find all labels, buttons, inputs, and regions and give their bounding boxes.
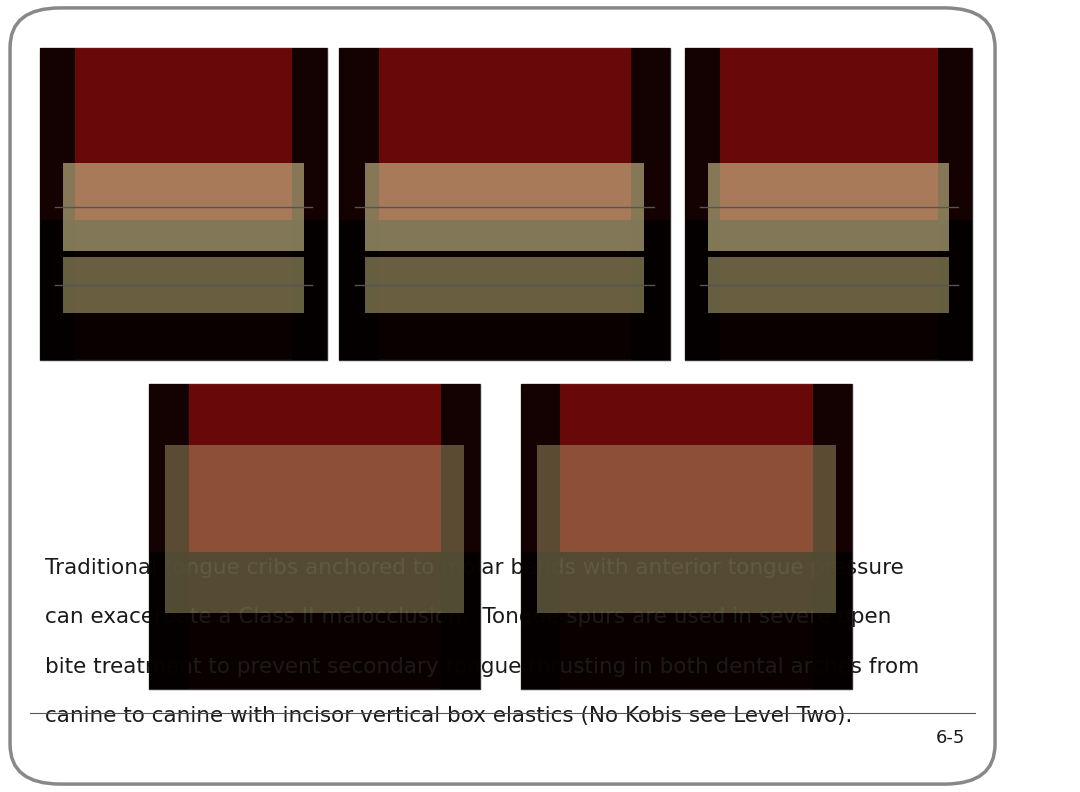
- Bar: [631, 48, 671, 360]
- Bar: [686, 48, 972, 219]
- Bar: [441, 384, 481, 689]
- Bar: [937, 48, 972, 360]
- Bar: [365, 163, 644, 251]
- Bar: [686, 48, 972, 360]
- Bar: [40, 48, 326, 360]
- Bar: [40, 48, 326, 219]
- Bar: [149, 384, 481, 689]
- Text: can exacerbate a Class II malocclusion.  Tongue spurs are used in severe open: can exacerbate a Class II malocclusion. …: [45, 607, 892, 627]
- Bar: [339, 48, 671, 360]
- Bar: [339, 48, 378, 360]
- Bar: [293, 48, 326, 360]
- Bar: [40, 48, 75, 360]
- Text: Traditional tongue cribs anchored to molar bands with anterior tongue pressure: Traditional tongue cribs anchored to mol…: [45, 558, 904, 578]
- FancyBboxPatch shape: [10, 8, 995, 784]
- Bar: [812, 384, 852, 689]
- Bar: [165, 445, 463, 613]
- Text: bite treatment to prevent secondary tongue thrusting in both dental arches from: bite treatment to prevent secondary tong…: [45, 657, 919, 676]
- Bar: [521, 384, 852, 552]
- Bar: [365, 257, 644, 314]
- Bar: [149, 384, 481, 552]
- Bar: [686, 48, 720, 360]
- Bar: [521, 384, 561, 689]
- Bar: [521, 384, 852, 689]
- Bar: [63, 257, 303, 314]
- Text: canine to canine with incisor vertical box elastics (No Kobis see Level Two).: canine to canine with incisor vertical b…: [45, 706, 852, 725]
- Bar: [339, 48, 671, 219]
- Bar: [537, 445, 836, 613]
- Text: 6-5: 6-5: [935, 729, 964, 747]
- Bar: [708, 163, 949, 251]
- Bar: [708, 257, 949, 314]
- Bar: [63, 163, 303, 251]
- Bar: [149, 384, 189, 689]
